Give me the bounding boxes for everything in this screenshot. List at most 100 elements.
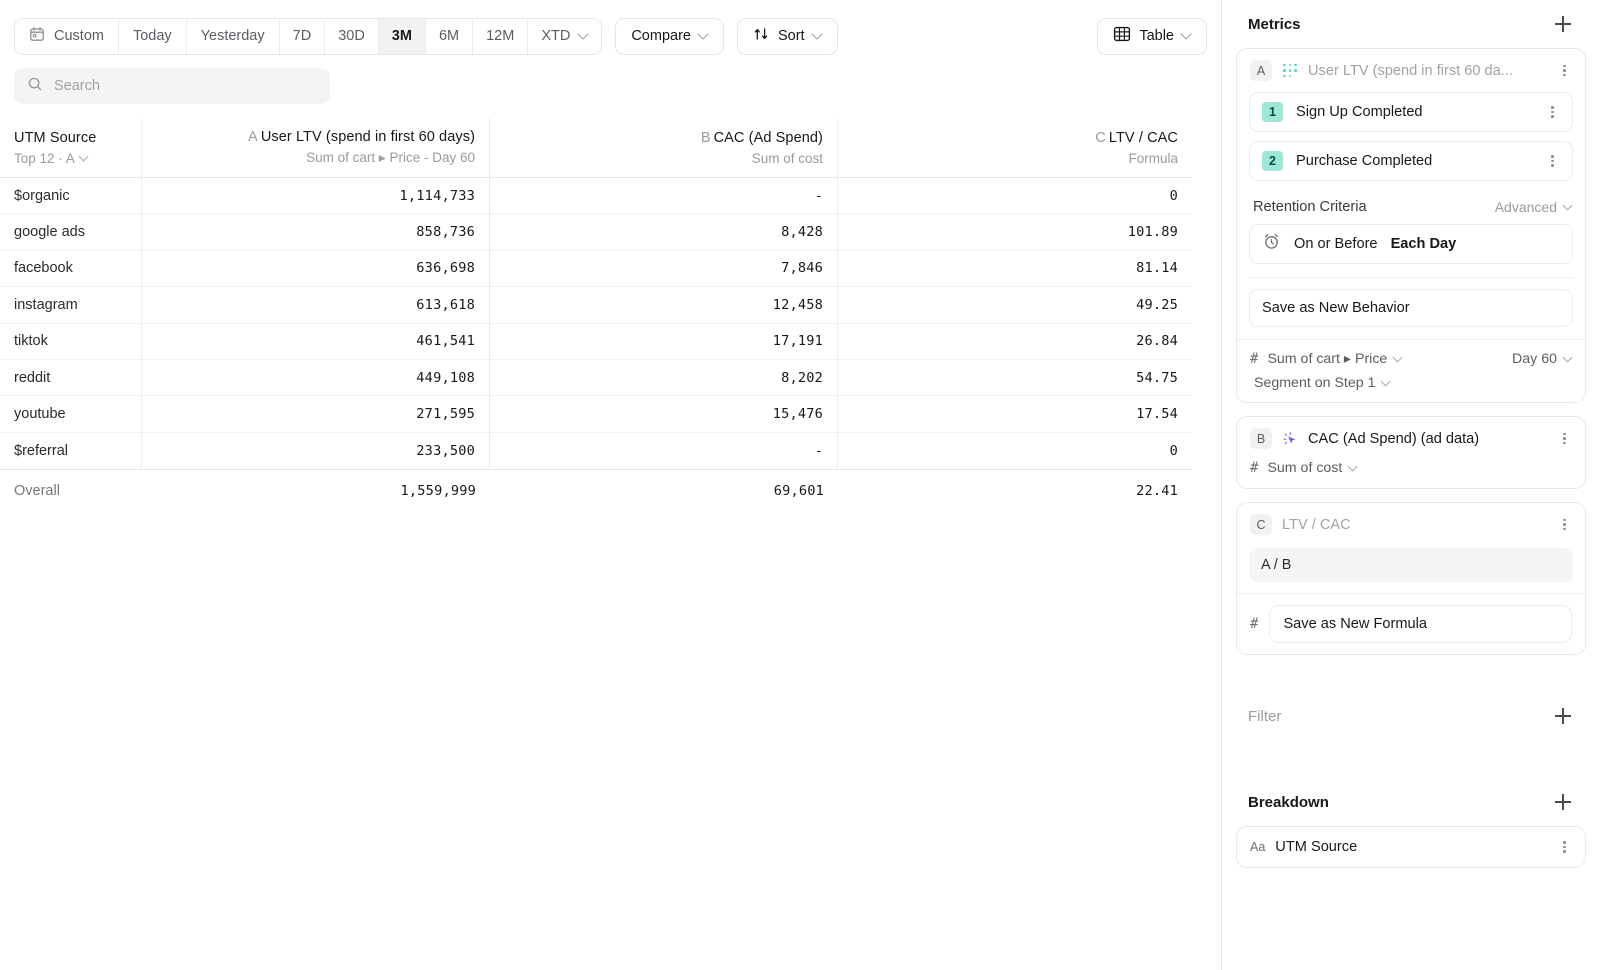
cell-value: 613,618 [416,296,475,313]
search-input[interactable] [54,78,317,94]
cell-ratio: 101.89 [838,214,1192,249]
metric-a-menu-button[interactable] [1555,62,1573,80]
save-behavior-label: Save as New Behavior [1262,300,1410,316]
column-subtitle-wrap[interactable]: Top 12 · A [14,151,88,166]
table-row[interactable]: google ads 858,736 8,428 101.89 [0,214,1192,251]
table-row[interactable]: $organic 1,114,733 - 0 [0,178,1192,215]
metric-a-segment-label: Segment on Step 1 [1254,375,1376,391]
cell-value: 233,500 [416,442,475,459]
cell-cac: 8,202 [490,359,838,396]
chevron-down-icon [1382,379,1390,387]
add-metric-button[interactable] [1552,13,1574,35]
table-row[interactable]: $referral 233,500 - 0 [0,432,1192,470]
date-range-3m[interactable]: 3M [378,18,426,54]
retention-criteria-title: Retention Criteria [1253,199,1367,215]
column-header-utm-source[interactable]: UTM Source Top 12 · A [0,118,142,177]
date-range-6m[interactable]: 6M [425,18,474,54]
table-row[interactable]: instagram 613,618 12,458 49.25 [0,287,1192,324]
table-row[interactable]: reddit 449,108 8,202 54.75 [0,359,1192,397]
cell-ltv: 271,595 [142,396,490,432]
sort-arrows-icon [753,26,770,46]
metric-a-footer: # Sum of cart ▸ Price Day 60 Segment on … [1237,339,1585,402]
save-as-new-behavior-button[interactable]: Save as New Behavior [1249,289,1573,327]
cell-cac: 15,476 [490,396,838,432]
step-2-menu-button[interactable] [1543,152,1561,170]
toolbar: Custom Today Yesterday 7D 30D 3M [0,0,1221,55]
spacer [1236,740,1586,778]
metric-b-menu-button[interactable] [1555,430,1573,448]
table-row[interactable]: youtube 271,595 15,476 17.54 [0,396,1192,433]
metric-c-header[interactable]: C LTV / CAC [1237,503,1585,546]
chevron-down-icon [1394,355,1402,363]
table-row[interactable]: facebook 636,698 7,846 81.14 [0,250,1192,288]
date-range-segmented-control[interactable]: Custom Today Yesterday 7D 30D 3M [14,17,603,55]
column-header-cac[interactable]: B CAC (Ad Spend) Sum of cost [490,118,838,177]
column-header-ltv-cac[interactable]: C LTV / CAC Formula [838,118,1192,177]
column-subtitle: Sum of cost [751,150,823,166]
step-number: 2 [1262,151,1283,171]
formula-input[interactable]: A / B [1249,548,1573,582]
date-range-custom[interactable]: Custom [15,18,119,54]
column-subtitle: Sum of cart ▸ Price - Day 60 [306,150,475,165]
breakdown-title: Breakdown [1248,793,1329,811]
metric-a-window-dropdown[interactable]: Day 60 [1512,351,1572,367]
retention-condition-label: On or Before [1294,236,1378,252]
compare-button[interactable]: Compare [615,17,724,55]
breakdown-item-utm-source[interactable]: Aa UTM Source [1236,826,1586,868]
date-range-xtd[interactable]: XTD [528,18,602,54]
retention-mode-label: Advanced [1494,199,1557,215]
date-range-today[interactable]: Today [118,18,187,54]
chevron-down-icon [1182,30,1191,39]
date-range-yesterday[interactable]: Yesterday [186,18,280,54]
add-breakdown-button[interactable] [1552,791,1574,813]
metric-b-header[interactable]: B CAC (Ad Spend) (ad data) [1237,417,1585,460]
hash-icon: # [1250,351,1259,367]
breakdown-row[interactable]: Aa UTM Source [1237,827,1585,867]
column-title: A User LTV (spend in first 60 days) [248,129,475,145]
retention-mode-dropdown[interactable]: Advanced [1495,199,1572,215]
metric-a-segment-dropdown[interactable]: Segment on Step 1 [1254,375,1572,391]
cell-value: 54.75 [1136,369,1178,386]
table-header-row: UTM Source Top 12 · A A User LTV (spend i… [0,118,1192,178]
metric-c-menu-button[interactable] [1555,516,1573,534]
cell-value: 271,595 [416,406,475,423]
cell-value: 12,458 [772,296,823,313]
metric-a-step-2[interactable]: 2 Purchase Completed [1249,141,1573,181]
date-range-12m-label: 12M [486,28,515,44]
metric-a-step-1[interactable]: 1 Sign Up Completed [1249,92,1573,132]
column-header-user-ltv[interactable]: A User LTV (spend in first 60 days) Sum o… [142,118,490,177]
results-table: UTM Source Top 12 · A A User LTV (spend i… [0,118,1192,512]
breakdown-menu-button[interactable] [1555,838,1573,856]
cell-ratio: 0 [838,433,1192,469]
metric-card-a: A User LTV (spend in first 60 da... 1 Si… [1236,48,1586,403]
alarm-clock-icon [1262,232,1281,256]
date-range-30d[interactable]: 30D [325,18,379,54]
cell-value: 26.84 [1136,333,1178,350]
date-range-7d[interactable]: 7D [279,18,326,54]
metric-a-measure-line: # Sum of cart ▸ Price Day 60 [1250,351,1572,367]
view-type-button[interactable]: Table [1097,17,1207,55]
retention-condition-row[interactable]: On or Before Each Day [1249,224,1573,264]
retention-period-label: Each Day [1390,236,1457,252]
add-filter-button[interactable] [1552,705,1574,727]
search-box[interactable] [14,68,330,104]
metric-c-footer: # Save as New Formula [1237,593,1585,654]
sort-button[interactable]: Sort [736,17,838,55]
search-row [0,54,1221,104]
metric-a-label: User LTV (spend in first 60 da... [1308,62,1513,79]
cell-source: reddit [0,359,142,396]
metric-b-label: CAC (Ad Spend) (ad data) [1308,430,1480,447]
metric-a-measure-dropdown[interactable]: Sum of cart ▸ Price [1267,351,1402,367]
metric-a-header[interactable]: A User LTV (spend in first 60 da... [1237,49,1585,92]
cell-source: instagram [0,287,142,323]
table-row[interactable]: tiktok 461,541 17,191 26.84 [0,323,1192,360]
save-as-new-formula-button[interactable]: Save as New Formula [1269,605,1572,643]
metric-b-measure-dropdown[interactable]: Sum of cost [1267,460,1357,476]
column-key-c: C [1095,129,1106,146]
divider [1249,277,1573,278]
step-1-menu-button[interactable] [1543,103,1561,121]
date-range-12m[interactable]: 12M [473,18,529,54]
spacer [1236,668,1586,692]
step-label: Purchase Completed [1296,153,1433,169]
